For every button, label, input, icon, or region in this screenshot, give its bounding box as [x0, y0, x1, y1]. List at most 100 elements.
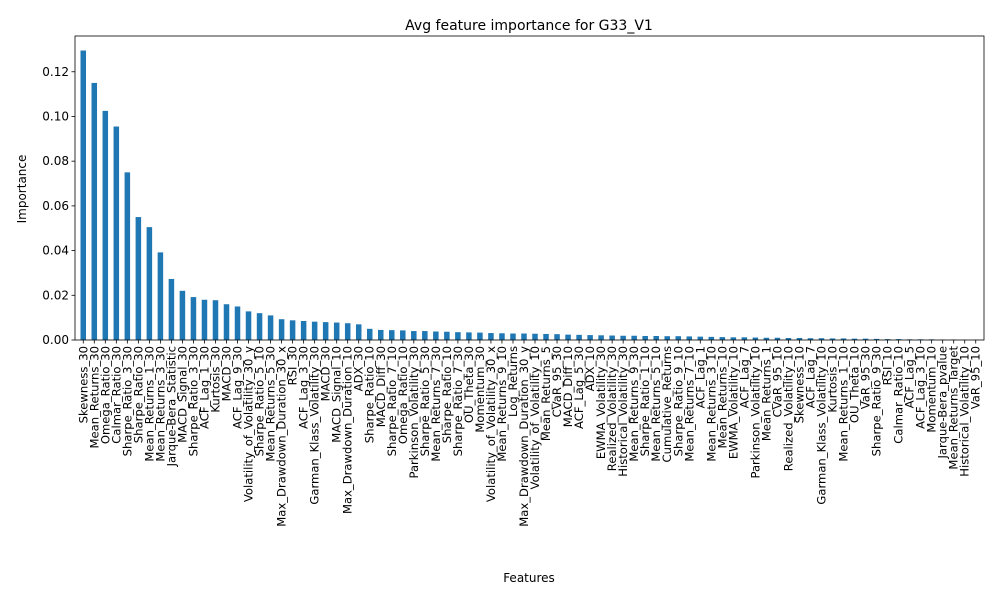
x-tick-label: Skewness_10: [792, 346, 806, 423]
bar: [201, 299, 208, 340]
bar: [267, 315, 274, 340]
x-tick-label: Mean_Returns_3_30: [153, 346, 167, 462]
bar: [91, 82, 98, 340]
bar: [719, 337, 726, 340]
x-tick-label: OU_Theta_10: [848, 346, 862, 423]
x-tick-label: Log_Returns: [506, 346, 520, 417]
x-tick-label: ACF_Lag_3_30: [297, 346, 311, 429]
y-tick-label: 0.02: [42, 288, 69, 302]
bar: [146, 227, 153, 340]
x-tick-label: Sharpe_Ratio_5_30: [418, 346, 432, 456]
bar: [245, 311, 252, 340]
bar: [212, 300, 219, 340]
bar: [400, 330, 406, 340]
bar: [884, 339, 891, 340]
x-tick-label: MACD_Diff_30: [374, 346, 388, 427]
x-tick-label: OU_Theta_30: [462, 346, 476, 423]
x-tick-label: ACF_Lag_1_30: [197, 346, 211, 429]
y-tick-label: 0.00: [42, 333, 69, 347]
bar: [135, 217, 142, 340]
x-tick-label: EWMA_Volatility_10: [726, 346, 740, 459]
bar: [223, 304, 230, 340]
x-tick-label: MACD_30: [220, 346, 234, 401]
bar: [344, 323, 351, 340]
bar: [366, 328, 373, 340]
x-tick-label: Mean_Returns_7_10: [682, 346, 696, 462]
x-tick-label: Kurtosis_30: [208, 346, 222, 413]
x-tick-label: Sharpe_Ratio_7_30: [451, 346, 465, 456]
bar: [609, 335, 615, 340]
x-tick-label: ACF_Lag_1: [693, 346, 707, 408]
bar: [333, 322, 340, 340]
x-tick-label: Momentum_30: [473, 346, 487, 433]
x-tick-label: Skewness_30: [76, 346, 90, 423]
x-tick-label: Mean_Returns_5_30: [264, 346, 278, 462]
x-tick-label: Volatility_of_Volatility_10: [528, 346, 542, 489]
x-tick-label: Historical_Volatility_30: [616, 346, 630, 477]
bar: [532, 333, 538, 340]
bar: [631, 335, 637, 340]
x-tick-label: Sharpe_Ratio_3_30: [186, 346, 200, 456]
x-tick-label: Mean_Returns_10: [715, 346, 729, 448]
x-tick-label: Cumulative_Returns: [660, 346, 674, 462]
bar: [190, 297, 197, 340]
bar: [521, 333, 527, 340]
bar: [488, 333, 494, 340]
bar: [355, 324, 362, 340]
bar: [157, 252, 164, 340]
bar: [642, 335, 648, 340]
x-tick-label: Mean_Returns_9_30: [627, 346, 641, 462]
x-tick-label: Mean_Returns_1: [759, 346, 773, 441]
x-tick-label: Mean_Returns_5_10: [649, 346, 663, 462]
x-tick-label: ADX_10: [583, 346, 597, 391]
bar: [807, 338, 814, 340]
bars-group: [80, 50, 979, 340]
x-tick-label: Mean_Returns_1_30: [142, 346, 156, 462]
bar: [675, 336, 681, 340]
x-tick-label: Jarque-Bera_Statistic: [164, 346, 178, 467]
x-tick-label: MACD_30: [319, 346, 333, 401]
bar: [873, 338, 880, 340]
bar: [378, 329, 384, 340]
x-tick-label: Realized_Volatility_30: [605, 346, 619, 471]
bar: [774, 337, 781, 340]
x-tick-label: ACF_Lag_3_10: [914, 346, 928, 429]
x-tick-label: ACF_Lag_7: [737, 346, 751, 408]
y-tick-label: 0.12: [42, 65, 69, 79]
bar: [730, 337, 737, 340]
x-tick-label: Omega_Ratio_10: [396, 346, 410, 444]
x-tick-label: MACD_Signal_10: [330, 346, 344, 443]
x-tick-label: EWMA_Volatility_30: [594, 346, 608, 459]
x-tick-label: Mean_Returns_3_10: [704, 346, 718, 462]
x-tick-label: Jarque-Bera_pvalue: [936, 346, 950, 459]
bar: [256, 313, 263, 340]
bar: [697, 336, 704, 340]
bar: [818, 338, 825, 340]
y-tick-label: 0.04: [42, 244, 69, 258]
bar: [455, 332, 461, 340]
bar: [289, 320, 296, 340]
x-tick-label: Volatility_of_Volatility_30_x: [484, 346, 498, 502]
x-tick-label: Mean_Returns_Target: [947, 346, 961, 470]
bar: [587, 335, 593, 340]
bar: [598, 335, 604, 340]
x-tick-label: Sharpe_Ratio_10: [363, 346, 377, 443]
x-tick-label: VaR_95_10: [969, 346, 983, 409]
x-tick-label: Mean_Returns_30: [87, 346, 101, 448]
x-tick-label: Mean_Returns_1_10: [837, 346, 851, 462]
y-axis-label: Importance: [15, 155, 29, 224]
bar: [411, 331, 417, 340]
x-tick-label: Sharpe_Ratio_3_30: [120, 346, 134, 456]
bar: [796, 337, 803, 340]
bar: [829, 338, 836, 340]
bar: [179, 290, 186, 340]
bar: [389, 330, 395, 340]
bar: [433, 331, 439, 340]
x-tick-label: ACF_Lag_5: [903, 346, 917, 408]
bar: [80, 50, 87, 340]
bar: [322, 322, 329, 340]
x-axis-label: Features: [503, 571, 555, 585]
bar: [477, 332, 483, 340]
x-tick-label: Momentum_10: [925, 346, 939, 433]
bar: [124, 172, 131, 340]
